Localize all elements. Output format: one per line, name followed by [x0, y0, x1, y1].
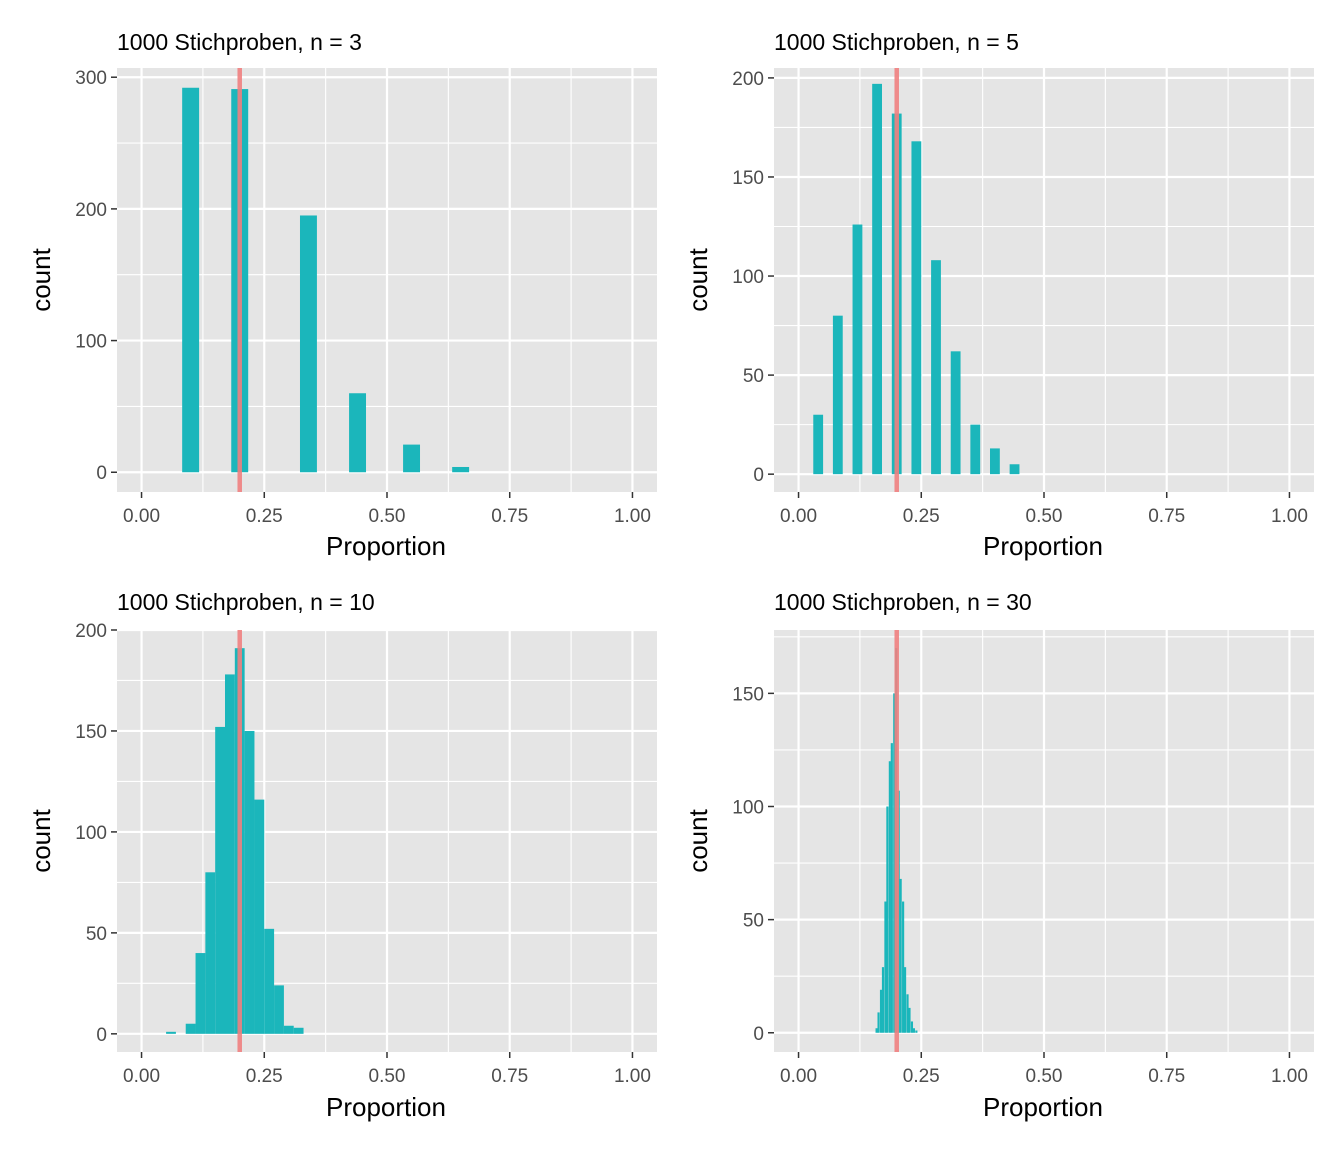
x-axis-label: Proportion — [983, 531, 1103, 561]
histogram-bar — [908, 1007, 911, 1033]
histogram-bar — [899, 878, 902, 1033]
panel-title: 1000 Stichproben, n = 3 — [117, 29, 362, 55]
x-tick-label: 1.00 — [614, 1066, 651, 1087]
y-tick-label: 200 — [732, 69, 764, 90]
y-tick-label: 150 — [732, 684, 764, 705]
y-tick-label: 100 — [732, 267, 764, 288]
histogram-bar — [403, 444, 421, 473]
y-tick-label: 300 — [75, 68, 107, 89]
y-tick-label: 50 — [743, 911, 764, 932]
histogram-bar — [852, 224, 863, 475]
histogram-bar — [244, 730, 255, 1034]
y-tick-label: 100 — [732, 797, 764, 818]
x-tick-label: 0.50 — [1026, 506, 1063, 527]
y-tick-label: 200 — [75, 200, 107, 221]
y-tick-label: 50 — [86, 924, 107, 945]
x-tick-label: 0.25 — [246, 506, 283, 527]
y-tick-label: 150 — [732, 168, 764, 189]
histogram-bar — [890, 743, 893, 1033]
histogram-bar — [349, 393, 367, 473]
histogram-bar — [293, 1027, 304, 1034]
histogram-bar — [166, 1031, 176, 1034]
x-axis-label: Proportion — [326, 531, 446, 561]
x-tick-label: 0.50 — [1026, 1066, 1063, 1087]
histogram-bar — [911, 141, 922, 475]
histogram-bar — [888, 761, 891, 1033]
x-tick-label: 0.50 — [369, 1066, 406, 1087]
histogram-bar — [299, 215, 317, 473]
x-tick-label: 0.00 — [780, 1066, 817, 1087]
histogram-bar — [881, 967, 885, 1033]
histogram-bar — [903, 967, 907, 1033]
histogram-bar — [185, 1023, 196, 1034]
histogram-bar — [915, 1030, 918, 1033]
histogram-bar — [205, 872, 216, 1034]
y-tick-label: 0 — [753, 465, 764, 486]
histogram-bar — [832, 315, 843, 475]
histogram-bar — [902, 901, 905, 1033]
panel-title: 1000 Stichproben, n = 30 — [774, 589, 1032, 615]
histogram-bar — [970, 424, 981, 475]
panel-title: 1000 Stichproben, n = 5 — [774, 29, 1019, 55]
histogram-bar — [264, 928, 275, 1034]
y-tick-label: 0 — [96, 1025, 107, 1046]
x-tick-label: 0.50 — [369, 506, 406, 527]
histogram-bar — [813, 414, 824, 475]
x-tick-label: 0.25 — [903, 506, 940, 527]
histogram-bar — [990, 448, 1000, 475]
y-tick-label: 0 — [96, 463, 107, 484]
histogram-bar — [254, 799, 265, 1034]
x-axis-label: Proportion — [983, 1092, 1103, 1122]
y-axis-label: count — [26, 247, 56, 311]
histogram-bar — [893, 693, 896, 1033]
y-axis-label: count — [683, 808, 713, 872]
y-tick-label: 150 — [75, 722, 107, 743]
histogram-bar — [906, 994, 909, 1033]
histogram-bar — [452, 466, 470, 473]
y-tick-label: 200 — [75, 621, 107, 642]
histogram-bar — [886, 806, 889, 1033]
x-tick-label: 0.75 — [491, 506, 528, 527]
y-tick-label: 100 — [75, 332, 107, 353]
histogram-bar — [931, 260, 941, 475]
histogram-bar — [283, 1025, 294, 1034]
x-tick-label: 1.00 — [1271, 1066, 1308, 1087]
histogram-bar — [872, 83, 882, 475]
x-tick-label: 0.00 — [780, 506, 817, 527]
y-tick-label: 50 — [743, 366, 764, 387]
x-tick-label: 0.75 — [1148, 1066, 1185, 1087]
x-tick-label: 0.00 — [123, 506, 160, 527]
histogram-bar — [910, 1021, 914, 1033]
x-tick-label: 0.75 — [491, 1066, 528, 1087]
panel-n10: 1000 Stichproben, n = 10 count Proportio… — [26, 589, 657, 1122]
panel-n5: 1000 Stichproben, n = 5 count Proportion… — [683, 29, 1314, 561]
x-axis-label: Proportion — [326, 1092, 446, 1122]
x-tick-label: 0.75 — [1148, 506, 1185, 527]
y-tick-label: 100 — [75, 823, 107, 844]
x-tick-label: 1.00 — [614, 506, 651, 527]
x-tick-label: 0.00 — [123, 1066, 160, 1087]
histogram-bar — [884, 901, 887, 1033]
panel-title: 1000 Stichproben, n = 10 — [117, 589, 375, 615]
histogram-bar — [274, 985, 284, 1034]
histogram-bar — [215, 726, 225, 1034]
x-tick-label: 1.00 — [1271, 506, 1308, 527]
x-tick-label: 0.25 — [246, 1066, 283, 1087]
histogram-bar — [950, 351, 961, 475]
histogram-bar — [875, 1028, 878, 1033]
histogram-bar — [912, 1028, 915, 1033]
y-axis-label: count — [683, 247, 713, 311]
histogram-bar — [877, 1012, 880, 1033]
histogram-bar — [1009, 464, 1020, 475]
y-tick-label: 0 — [753, 1024, 764, 1045]
y-axis-label: count — [26, 808, 56, 872]
histogram-bar — [879, 989, 883, 1033]
histogram-bar — [225, 674, 235, 1034]
panel-n30: 1000 Stichproben, n = 30 count Proportio… — [683, 589, 1314, 1122]
x-tick-label: 0.25 — [903, 1066, 940, 1087]
histogram-bar — [182, 87, 200, 473]
panel-n3: 1000 Stichproben, n = 3 count Proportion… — [26, 29, 657, 561]
histogram-bar — [195, 953, 206, 1034]
